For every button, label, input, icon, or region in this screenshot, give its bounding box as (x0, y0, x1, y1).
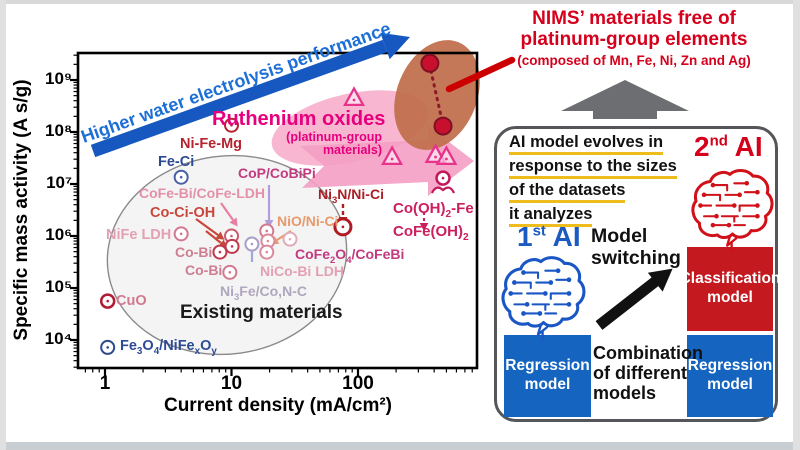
red-brain-circuit-icon (691, 169, 774, 252)
nims-ellipse (394, 40, 480, 150)
first-ai-num: 1 (517, 221, 533, 252)
model-switching-line1: Model (591, 225, 648, 247)
nims-heading-line2: platinum-group elements (520, 29, 748, 51)
heading-line-4: it analyzes (509, 205, 593, 227)
second-ai-sup: nd (709, 132, 728, 150)
combination-line1: Combination (593, 343, 703, 363)
regression-left-line1: Regression (505, 357, 590, 375)
regression-model-box-left: Regression model (504, 335, 591, 417)
first-ai-word: AI (552, 221, 581, 252)
regression-left-line2: model (524, 376, 571, 393)
second-ai-label: 2nd AI (694, 131, 763, 163)
nims-heading: NIMS’ materials free of platinum-group e… (478, 8, 790, 68)
regression-right-line1: Regression (687, 357, 773, 375)
classification-line2: model (707, 289, 753, 306)
blue-brain-circuit-icon (501, 256, 586, 341)
combination-label: Combination of different models (593, 343, 703, 403)
second-ai-word: AI (734, 131, 763, 162)
ai-panel: AI model evolves in response to the size… (494, 126, 780, 422)
second-ai-num: 2 (694, 131, 710, 162)
performance-arrow-shaft (90, 39, 388, 158)
heading-line-1: AI model evolves in (509, 133, 664, 155)
bottom-border (0, 442, 800, 450)
first-ai-label: 1st AI (517, 221, 581, 253)
ai-panel-heading: AI model evolves in response to the size… (509, 133, 677, 229)
ruthenium-title: Ruthenium oxides (212, 108, 386, 130)
up-arrow (561, 80, 689, 119)
first-ai-sup: st (532, 222, 546, 240)
ruthenium-annotation: Ruthenium oxides (platinum-group materia… (212, 108, 386, 158)
y-axis-label: Specific mass activity (A s/g) (11, 79, 32, 341)
heading-line-2: response to the sizes (509, 157, 677, 179)
top-border (0, 0, 800, 4)
regression-model-box-right: Regression model (687, 335, 773, 417)
classification-line1: Classification (679, 270, 781, 288)
regression-right-line2: model (707, 376, 753, 393)
existing-materials-ellipse (106, 154, 348, 356)
left-border (0, 0, 6, 450)
classification-model-box: Classification model (680, 247, 780, 331)
x-axis-label: Current density (mA/cm²) (163, 395, 393, 416)
model-switching-arrow (595, 276, 660, 330)
nims-heading-line3: (composed of Mn, Fe, Ni, Zn and Ag) (517, 52, 751, 68)
heading-line-3: of the datasets (509, 181, 626, 203)
nims-heading-line1: NIMS’ materials free of (532, 8, 736, 29)
right-border (793, 0, 800, 450)
combination-line2: of different (593, 363, 687, 384)
combination-line3: models (593, 383, 657, 404)
performance-arrow-head (380, 32, 410, 60)
plot-frame (76, 51, 479, 370)
ruthenium-subtitle-2: materials) (322, 143, 382, 158)
ruthenium-subtitle-1: (platinum-group (286, 130, 382, 144)
